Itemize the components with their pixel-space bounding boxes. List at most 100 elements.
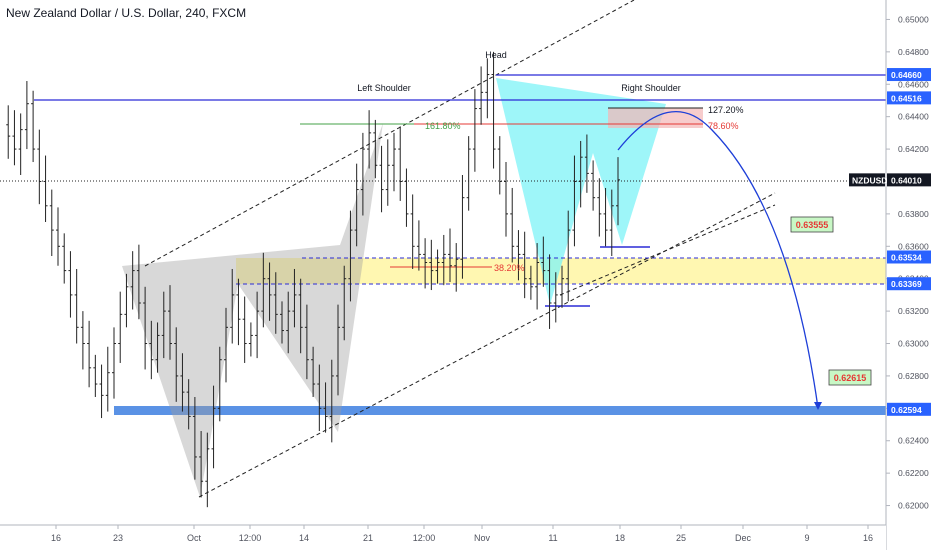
candle (329, 359, 334, 443)
candle (280, 301, 284, 344)
candle (161, 291, 166, 359)
candle (317, 364, 322, 432)
neckline (559, 204, 776, 296)
candle (535, 243, 540, 310)
target-badge-1: 0.63555 (790, 216, 834, 233)
y-tick-label: 0.62000 (898, 501, 929, 511)
grey-harmonic-pattern (122, 123, 383, 497)
candle (130, 251, 135, 310)
candle (168, 285, 172, 360)
candle (199, 431, 204, 498)
last-price-badge: 0.64010 NZDUSD (849, 173, 931, 187)
target-1-text: 0.63555 (796, 220, 829, 230)
candle (311, 346, 316, 397)
candle (398, 126, 403, 201)
candle (186, 379, 191, 430)
candle (516, 230, 521, 281)
price-level-badge-text: 0.63534 (891, 252, 922, 262)
y-tick-label: 0.63200 (898, 306, 929, 316)
x-tick-label: 9 (804, 533, 809, 543)
candle (37, 129, 42, 205)
candle (143, 286, 148, 370)
candle (373, 119, 378, 179)
fib-zone-pink (608, 108, 703, 128)
candle (379, 145, 384, 213)
x-tick-label: Nov (474, 533, 491, 543)
candle (342, 265, 347, 341)
y-tick-label: 0.62200 (898, 468, 929, 478)
price-level-badge: 0.64516 (887, 91, 931, 105)
candle (68, 251, 73, 318)
candle (429, 239, 434, 291)
price-level-badge: 0.63534 (887, 250, 931, 264)
symbol-badge-text: NZDUSD (852, 175, 887, 185)
y-tick-label: 0.63000 (898, 339, 929, 349)
candle (12, 110, 17, 166)
y-tick-label: 0.63800 (898, 209, 929, 219)
candle (6, 105, 11, 159)
candle (93, 354, 98, 397)
candle (591, 160, 596, 211)
candle (423, 238, 428, 289)
candle (112, 327, 116, 399)
x-tick-label: 18 (615, 533, 625, 543)
candle (603, 187, 608, 247)
candle (124, 273, 129, 328)
candle (255, 291, 260, 359)
candle (491, 51, 496, 169)
candle (479, 66, 484, 125)
candle (105, 346, 110, 412)
x-tick-label: 14 (299, 533, 309, 543)
candle (547, 254, 552, 329)
chart-title: New Zealand Dollar / U.S. Dollar, 240, F… (6, 6, 247, 20)
x-tick-label: 11 (548, 533, 557, 543)
target-2-text: 0.62615 (834, 373, 867, 383)
candle (485, 58, 490, 119)
candle (136, 244, 141, 320)
y-tick-label: 0.64600 (898, 79, 929, 89)
candle (80, 311, 85, 370)
candle (560, 265, 564, 308)
y-tick-label: 0.63600 (898, 241, 929, 251)
candle (584, 134, 589, 193)
candle (217, 346, 222, 422)
candle (348, 210, 353, 302)
candle (497, 136, 502, 195)
candles (6, 51, 620, 508)
candle (236, 278, 241, 346)
time-axis[interactable]: 16 23 Oct 12:00 14 21 12:00 Nov 11 18 25 Dec 9 16 (0, 524, 886, 550)
candle (435, 249, 440, 284)
candle (323, 382, 328, 433)
candle (192, 396, 197, 480)
candle (304, 304, 309, 380)
candle (336, 304, 340, 396)
x-tick-label: 23 (113, 533, 123, 543)
candle (466, 136, 471, 211)
y-tick-label: 0.64800 (898, 47, 929, 57)
time-axis-bg (0, 525, 886, 550)
candle (298, 278, 303, 354)
left-shoulder-label: Left Shoulder (357, 83, 411, 93)
candle (597, 178, 602, 237)
y-tick-label: 0.62400 (898, 436, 929, 446)
price-axis[interactable]: 0.620000.622000.624000.626000.628000.630… (885, 0, 932, 550)
channel-lower-line (198, 192, 776, 498)
price-level-badge-bg (887, 402, 931, 416)
candle (43, 155, 48, 222)
candle (230, 268, 235, 344)
candle (416, 220, 421, 271)
fib-161-label: 161.80% (425, 121, 461, 131)
candle (248, 322, 253, 357)
candle (578, 140, 583, 208)
candle (522, 231, 527, 299)
x-tick-label: 21 (363, 533, 373, 543)
candle (174, 327, 179, 402)
target-zone-blue (114, 406, 886, 415)
candle (62, 233, 67, 284)
price-level-badge: 0.62594 (887, 402, 931, 416)
candle (205, 432, 210, 508)
last-price-badge-bg (887, 173, 931, 187)
candle (510, 187, 515, 263)
price-badges: 0.64660 0.64516 0.63534 0.63369 0.62594 0.640… (849, 68, 931, 416)
